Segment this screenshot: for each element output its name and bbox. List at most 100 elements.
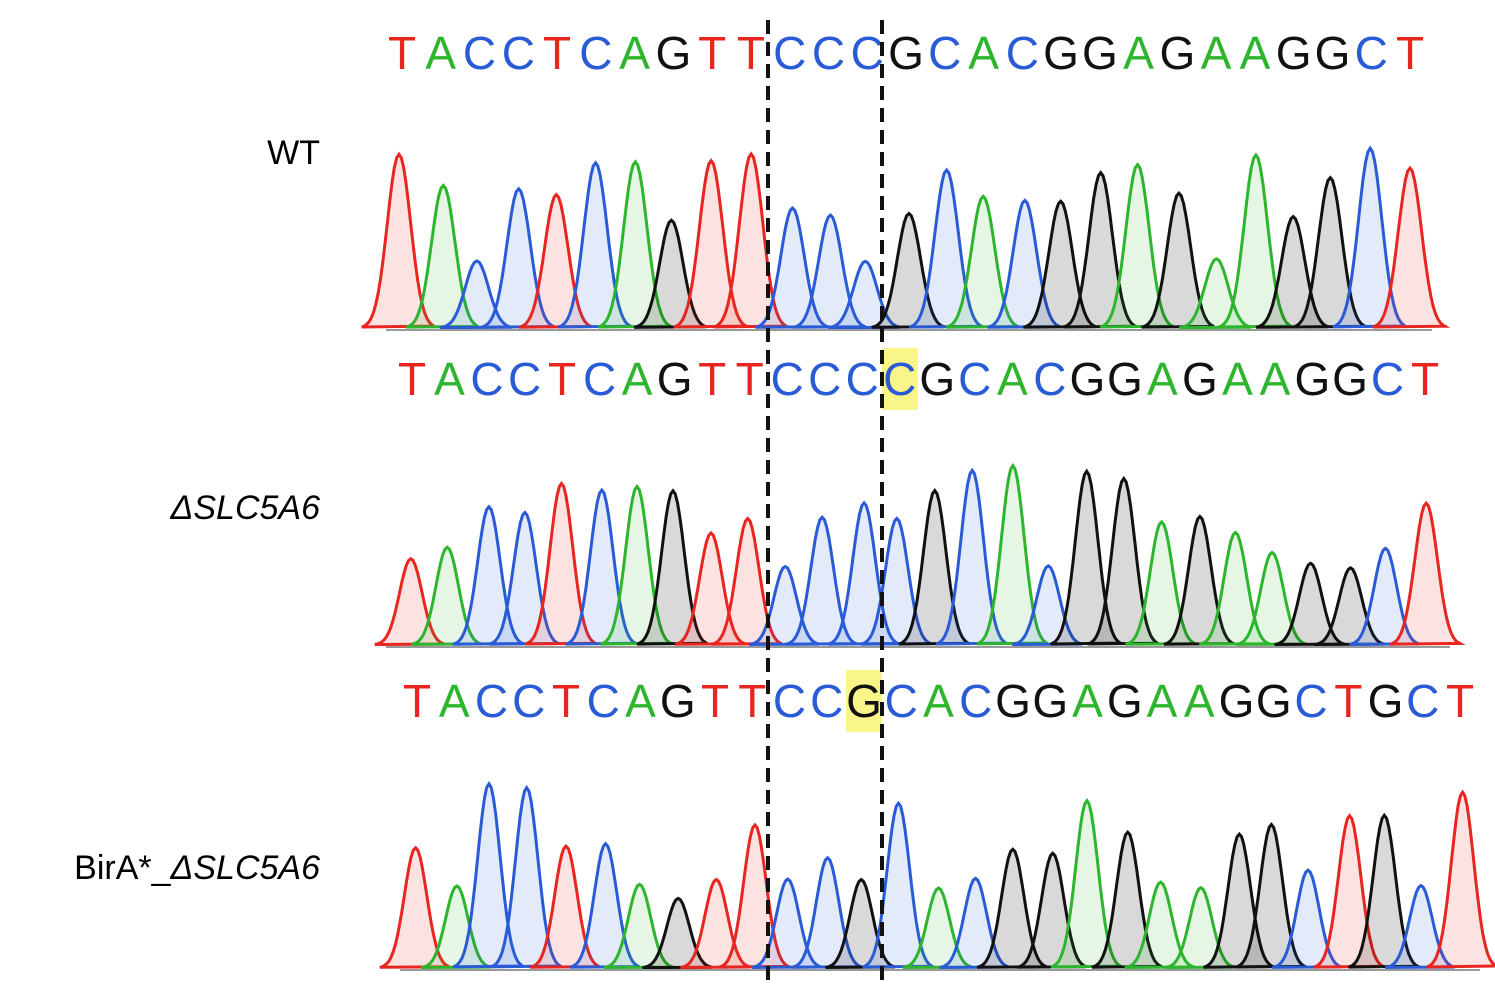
base-call: G [655,27,691,79]
peak [1292,175,1371,329]
base-call: C [812,27,845,79]
base-call: G [657,353,693,405]
base-call: C [579,27,612,79]
peak [405,183,479,329]
base-call: G [846,675,882,727]
peak [1218,152,1296,329]
peak [711,516,783,646]
peak [1384,883,1455,969]
base-call: C [1406,675,1439,727]
peak [490,784,565,969]
base-call: T [698,353,726,405]
peak [480,186,560,329]
peak [1023,199,1097,329]
base-call: C [502,27,535,79]
peak [420,884,491,969]
base-call: A [1147,353,1178,405]
base-call: T [548,353,576,405]
peak [597,159,676,329]
track-label: WT [267,134,320,172]
base-call: G [919,353,955,405]
base-call: C [508,353,541,405]
peak [1235,822,1311,969]
peak [1087,475,1163,646]
base-call: T [543,27,571,79]
base-call: T [1411,353,1439,405]
peak [1274,561,1345,646]
base-call: T [1334,675,1362,727]
base-call: A [1222,353,1253,405]
base-call: C [1355,27,1388,79]
peak [1426,789,1495,969]
peak [1389,500,1466,646]
peak [713,151,791,329]
base-call: C [810,675,843,727]
base-call: C [587,675,620,727]
base-call: C [1033,353,1066,405]
base-call: A [1147,675,1178,727]
peak [945,194,1019,329]
base-call: G [995,675,1031,727]
base-call: G [1219,675,1255,727]
base-call: C [959,675,992,727]
base-call: C [885,675,918,727]
track-label: ΔSLC5A6 [170,489,321,527]
peak [718,822,795,969]
peak [410,545,482,646]
label-part: BirA*_ [74,849,171,887]
base-call: C [851,27,884,79]
peak [1091,829,1167,969]
base-call: A [1123,27,1154,79]
peak [860,516,932,646]
peak [1016,851,1087,969]
base-call: C [773,675,806,727]
base-call: G [1295,353,1331,405]
peak [1050,468,1126,646]
base-call: T [1396,27,1424,79]
peak [452,780,527,969]
peak [1349,546,1420,646]
peak [1203,831,1274,969]
peak [524,480,601,646]
base-call: G [1256,675,1292,727]
base-call: T [398,353,426,405]
base-call: G [1315,27,1351,79]
trace [361,145,1451,330]
base-call: C [1294,675,1327,727]
base-call: G [1043,27,1079,79]
peak [529,843,601,969]
base-call: T [738,675,766,727]
base-call: A [1240,27,1271,79]
base-call: C [1371,353,1404,405]
peak [1199,530,1270,646]
base-call: C [883,353,916,405]
peak [1332,145,1410,329]
peak [1348,812,1424,969]
base-call: G [1182,353,1218,405]
peak [1314,565,1385,646]
base-call: T [1446,675,1474,727]
label-part: ΔSLC5A6 [170,489,321,527]
base-call: C [808,353,841,405]
base-call: C [470,353,503,405]
label-part: WT [267,134,320,172]
peak [1050,797,1126,969]
highlight [846,670,882,732]
base-call: C [463,27,496,79]
base-call: A [425,27,456,79]
base-call: T [552,675,580,727]
base-call: G [1159,27,1195,79]
base-call: C [846,353,879,405]
base-call: G [1332,353,1368,405]
base-call: C [773,27,806,79]
peak [1372,165,1451,329]
base-call: C [512,675,545,727]
peak [1271,868,1343,969]
base-call: A [619,27,650,79]
base-call: T [388,27,416,79]
base-call: A [1184,675,1215,727]
track-label: BirA*_ΔSLC5A6 [74,849,320,887]
base-call: A [625,675,656,727]
peak [1124,880,1195,969]
